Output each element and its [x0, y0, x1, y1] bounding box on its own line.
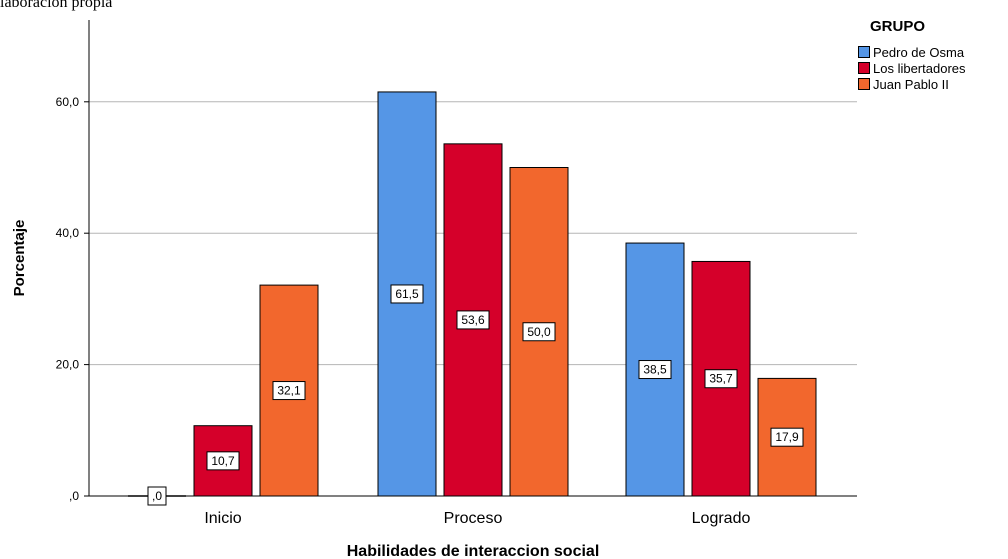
- y-tick-label: 60,0: [56, 95, 80, 109]
- y-axis-title: Porcentaje: [11, 220, 28, 297]
- data-label: 35,7: [704, 369, 738, 389]
- legend-title: GRUPO: [870, 18, 926, 35]
- data-label: 32,1: [272, 381, 306, 401]
- legend-label: Pedro de Osma: [873, 44, 965, 60]
- data-label-box: [390, 284, 424, 304]
- legend-swatch: [858, 46, 870, 58]
- axes: [88, 20, 857, 497]
- bar: [509, 167, 569, 497]
- data-label-box: [147, 486, 167, 506]
- legend-label: Juan Pablo II: [873, 76, 949, 92]
- data-label-box: [456, 310, 490, 330]
- data-label: 61,5: [390, 284, 424, 304]
- x-tick-label: Proceso: [444, 510, 503, 527]
- data-label-box: [206, 451, 240, 471]
- data-label-box: [272, 381, 306, 401]
- data-label: 17,9: [770, 427, 804, 447]
- data-label-text: 53,6: [461, 313, 485, 327]
- y-tick-label: 40,0: [56, 226, 80, 240]
- bars: [128, 91, 817, 497]
- data-label-box: [704, 369, 738, 389]
- data-label: 50,0: [522, 322, 556, 342]
- legend-swatch: [858, 62, 870, 74]
- data-label-text: ,0: [152, 489, 162, 503]
- data-label: 38,5: [638, 360, 672, 380]
- y-tick-label: ,0: [69, 489, 79, 503]
- data-label-box: [638, 360, 672, 380]
- x-tick-label: Inicio: [204, 510, 241, 527]
- data-label-text: 10,7: [211, 454, 235, 468]
- data-label: 10,7: [206, 451, 240, 471]
- x-tick-label: Logrado: [692, 510, 751, 527]
- x-ticks: Inicio Proceso Logrado: [204, 510, 750, 527]
- data-label-text: 35,7: [709, 372, 733, 386]
- data-labels: ,0 61,5 38,5 10,7 53,6 35,7 32,1 50,0 17,9: [147, 284, 804, 506]
- data-label-box: [522, 322, 556, 342]
- source-note: laboración propia: [0, 0, 113, 11]
- legend-label: Los libertadores: [873, 60, 966, 76]
- legend-item-pedro-de-osma: Pedro de Osma: [858, 44, 965, 60]
- data-label-box: [770, 427, 804, 447]
- y-ticks: ,0 20,0 40,0 60,0: [56, 95, 89, 503]
- legend-item-los-libertadores: Los libertadores: [858, 60, 966, 76]
- data-label-text: 17,9: [775, 430, 799, 444]
- data-label-text: 38,5: [643, 363, 667, 377]
- data-label-text: 50,0: [527, 325, 551, 339]
- y-tick-label: 20,0: [56, 358, 80, 372]
- data-label-text: 61,5: [395, 287, 419, 301]
- x-axis-title: Habilidades de interaccion social: [347, 543, 600, 559]
- legend-item-juan-pablo-ii: Juan Pablo II: [858, 76, 949, 92]
- data-label: 53,6: [456, 310, 490, 330]
- data-label-text: 32,1: [277, 384, 301, 398]
- legend-swatch: [858, 78, 870, 90]
- data-label: ,0: [147, 486, 167, 506]
